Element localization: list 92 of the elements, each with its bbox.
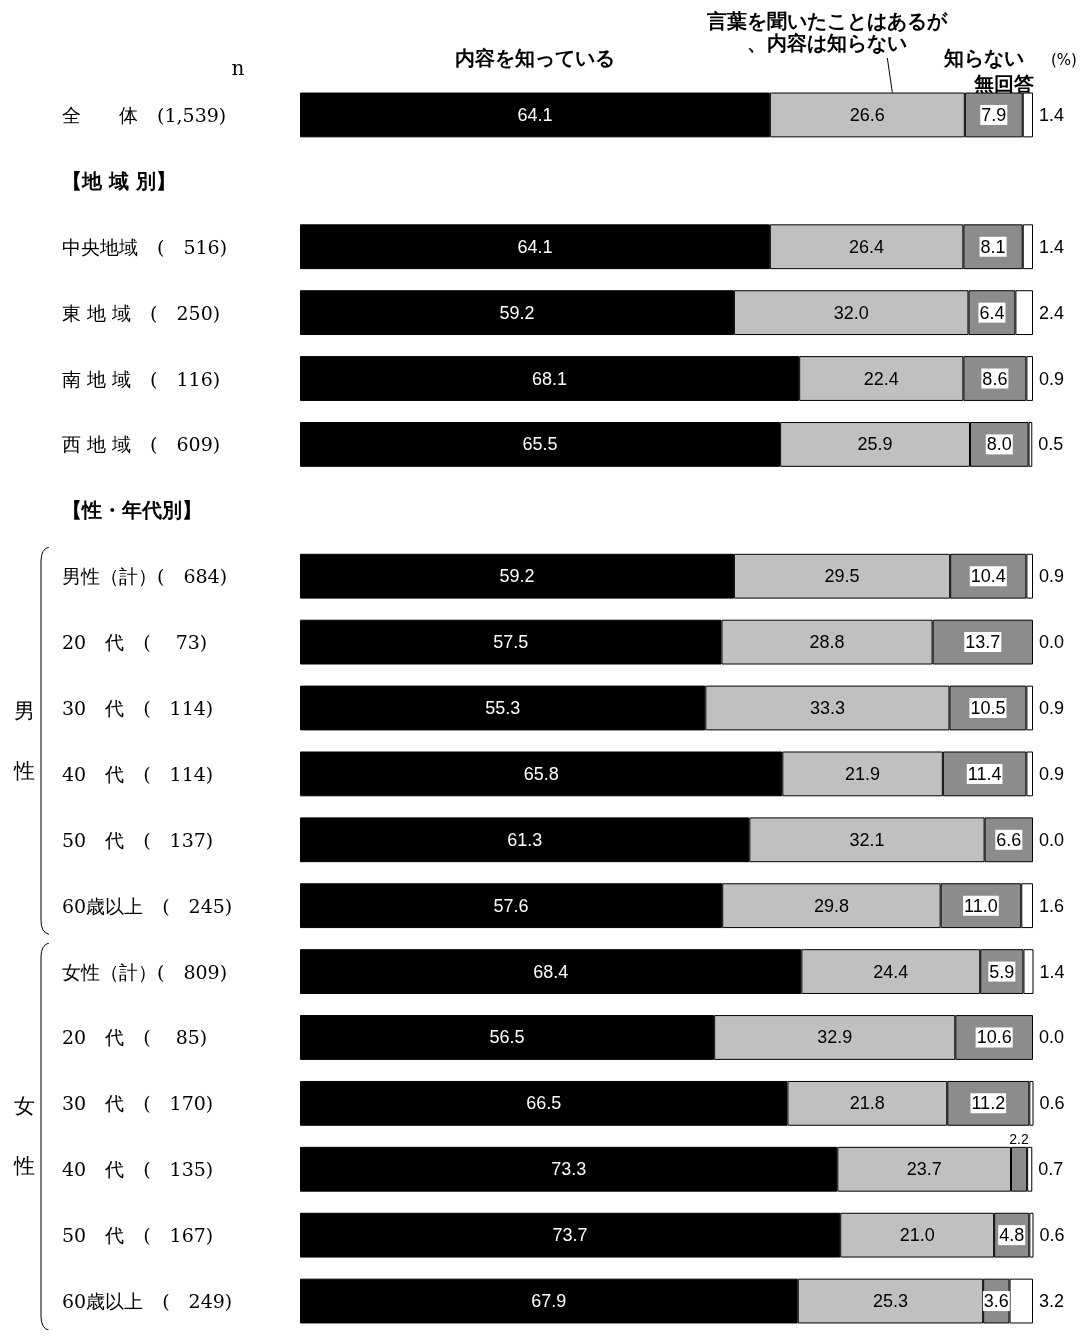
data-label: 32.0 <box>833 302 869 323</box>
text: (%) <box>1051 51 1077 69</box>
y-tick-label: 全 体 (1,539) <box>62 103 227 126</box>
y-tick-label: 20 代 ( 73) <box>62 631 208 654</box>
data-label: 0.7 <box>1038 1159 1064 1180</box>
y-tick-label: 【地 域 別】 <box>62 168 176 193</box>
data-label: 64.1 <box>517 236 553 257</box>
data-label: 59.2 <box>499 302 535 323</box>
data-label: 68.1 <box>532 368 568 389</box>
data-label: 6.6 <box>996 829 1022 850</box>
data-label: 0.9 <box>1039 763 1065 784</box>
data-label: 4.8 <box>999 1225 1025 1246</box>
data-label: 22.4 <box>863 368 899 389</box>
data-label: 0.0 <box>1039 1027 1065 1048</box>
data-label: 1.4 <box>1039 104 1065 125</box>
data-label: 8.0 <box>986 434 1012 455</box>
data-label: 0.0 <box>1039 632 1065 653</box>
data-label: 10.5 <box>970 698 1006 718</box>
data-label: 0.5 <box>1038 434 1064 455</box>
y-tick-label: 南 地 域 ( 116) <box>62 367 221 390</box>
data-label: 59.2 <box>499 566 535 587</box>
data-label: 57.6 <box>493 895 529 916</box>
y-tick-label: 50 代 ( 137) <box>62 828 214 851</box>
data-label: 3.6 <box>983 1291 1009 1312</box>
data-label: 0.9 <box>1039 698 1065 718</box>
data-label: 64.1 <box>517 104 553 125</box>
data-label: 65.8 <box>523 763 559 784</box>
data-label: 6.4 <box>979 302 1005 323</box>
y-tick-label: 50 代 ( 167) <box>62 1224 214 1247</box>
series-label: 内容を知っている <box>454 46 615 70</box>
data-label: 29.5 <box>824 566 860 587</box>
y-tick-label: 中央地域 ( 516) <box>62 235 228 258</box>
data-label: 68.4 <box>533 961 569 982</box>
data-label: 0.0 <box>1039 829 1065 850</box>
y-tick-label: 【性・年代別】 <box>62 498 202 523</box>
data-label: 1.4 <box>1039 961 1065 982</box>
data-label: 11.0 <box>964 895 998 916</box>
data-label: 3.2 <box>1039 1291 1065 1312</box>
data-label: 11.4 <box>967 763 1002 784</box>
data-label: 23.7 <box>906 1159 942 1180</box>
data-label: 11.2 <box>971 1093 1006 1114</box>
data-label: 32.9 <box>817 1027 853 1048</box>
y-tick-label: 東 地 域 ( 250) <box>62 301 221 324</box>
data-label: 2.2 <box>1009 1130 1030 1147</box>
text: 男性 <box>13 698 35 783</box>
y-tick-label: 40 代 ( 135) <box>62 1158 214 1181</box>
data-label: 1.6 <box>1039 895 1065 916</box>
y-tick-label: 30 代 ( 114) <box>62 697 214 719</box>
data-label: 65.5 <box>522 434 558 455</box>
data-label: 26.6 <box>849 104 885 125</box>
data-label: 2.4 <box>1039 302 1065 323</box>
data-label: 21.0 <box>899 1225 935 1246</box>
data-label: 8.6 <box>982 368 1008 389</box>
y-tick-label: 20 代 ( 85) <box>62 1026 208 1049</box>
y-tick-label: 女性（計）( 809) <box>62 960 228 983</box>
data-label: 29.8 <box>813 895 849 916</box>
data-label: 13.7 <box>965 632 1001 653</box>
data-label: 66.5 <box>526 1093 562 1114</box>
data-label: 73.7 <box>552 1225 588 1246</box>
data-label: 25.9 <box>857 434 893 455</box>
data-label: 28.8 <box>809 632 845 653</box>
data-label: 0.6 <box>1039 1093 1065 1114</box>
data-label: 55.3 <box>485 698 521 718</box>
data-label: 10.6 <box>976 1027 1012 1048</box>
data-label: 21.8 <box>849 1093 885 1114</box>
y-tick-label: 60歳以上 ( 249) <box>62 1290 233 1313</box>
text: 女性 <box>13 1094 35 1179</box>
y-tick-label: 男性（計）( 684) <box>62 565 228 588</box>
data-label: 21.9 <box>845 763 881 784</box>
data-label: 32.1 <box>849 829 885 850</box>
y-tick-label: 60歳以上 ( 245) <box>62 894 233 917</box>
text: n <box>231 56 245 80</box>
data-label: 1.4 <box>1039 236 1065 257</box>
y-tick-label: 30 代 ( 170) <box>62 1092 214 1115</box>
data-label: 26.4 <box>849 236 885 257</box>
data-label: 10.4 <box>970 566 1006 587</box>
data-label: 24.4 <box>873 961 909 982</box>
data-label: 7.9 <box>981 104 1007 125</box>
data-label: 0.6 <box>1039 1225 1065 1246</box>
data-label: 57.5 <box>493 632 529 653</box>
data-label: 5.9 <box>989 961 1015 982</box>
data-label: 67.9 <box>531 1291 567 1312</box>
data-label: 56.5 <box>489 1027 525 1048</box>
data-label: 73.3 <box>551 1159 587 1180</box>
data-label: 25.3 <box>872 1291 908 1312</box>
data-label: 0.9 <box>1039 368 1065 389</box>
data-label: 33.3 <box>809 698 845 718</box>
y-tick-label: 西 地 域 ( 609) <box>62 433 221 456</box>
data-label: 0.9 <box>1039 566 1065 587</box>
data-label: 8.1 <box>980 236 1006 257</box>
data-label: 61.3 <box>507 829 543 850</box>
y-tick-label: 40 代 ( 114) <box>62 762 214 785</box>
